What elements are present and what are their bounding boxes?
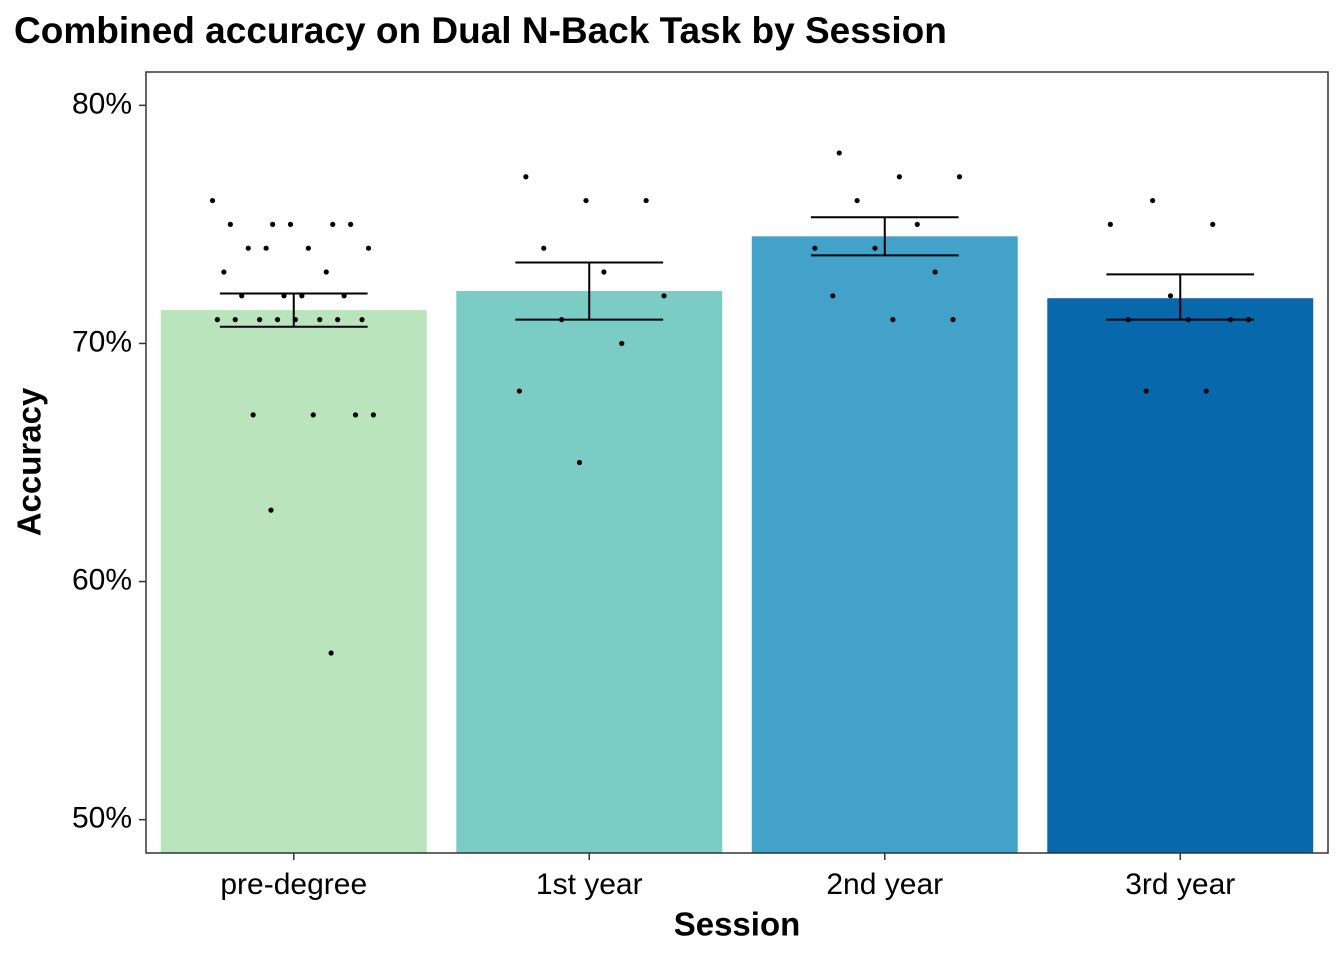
data-point: [348, 221, 354, 227]
data-point: [1150, 197, 1156, 204]
bar: [751, 236, 1018, 854]
data-point: [227, 221, 233, 227]
data-point: [956, 174, 963, 180]
data-point: [287, 221, 294, 227]
data-point: [359, 317, 365, 323]
data-point: [274, 317, 281, 323]
data-point: [896, 174, 902, 180]
data-point: [239, 293, 245, 299]
data-point: [1167, 293, 1174, 299]
y-tick-label: 50%: [72, 802, 132, 835]
data-point: [352, 412, 359, 418]
data-point: [335, 317, 341, 323]
data-point: [601, 269, 607, 275]
y-tick-label: 70%: [72, 325, 132, 358]
x-tick-label: 3rd year: [1125, 868, 1235, 901]
data-point: [270, 221, 276, 227]
data-point: [583, 197, 589, 204]
data-point: [914, 221, 920, 227]
data-point: [323, 269, 329, 275]
bar: [1047, 298, 1314, 854]
bar: [456, 291, 723, 853]
data-point: [328, 650, 334, 656]
data-point: [643, 197, 649, 204]
data-point: [950, 317, 956, 323]
data-point: [890, 317, 896, 323]
data-point: [830, 293, 836, 299]
data-point: [214, 317, 220, 323]
y-axis-label: Accuracy: [11, 387, 48, 536]
data-point: [576, 459, 583, 466]
data-point: [250, 412, 256, 418]
data-point: [812, 245, 818, 251]
data-point: [1143, 388, 1149, 394]
error-bar: [810, 216, 959, 257]
data-point: [523, 174, 529, 180]
data-point: [932, 269, 938, 275]
y-tick-label: 60%: [72, 563, 132, 596]
data-point: [341, 293, 347, 299]
data-point: [281, 293, 287, 299]
data-point: [661, 293, 667, 299]
data-point: [257, 317, 263, 323]
x-tick-label: 1st year: [536, 868, 643, 901]
data-point: [1107, 221, 1113, 227]
x-tick-label: pre-degree: [220, 868, 367, 901]
chart-title: Combined accuracy on Dual N-Back Task by…: [14, 10, 947, 51]
error-bar: [219, 292, 368, 328]
data-point: [268, 507, 274, 513]
y-tick-label: 80%: [72, 87, 132, 120]
data-point: [263, 245, 269, 251]
bar: [160, 310, 427, 853]
data-point: [317, 317, 323, 323]
data-point: [365, 245, 372, 251]
error-bar: [515, 261, 664, 321]
data-point: [209, 197, 216, 204]
plot-border: [145, 71, 1329, 854]
data-point: [232, 317, 238, 323]
error-bar: [1106, 273, 1255, 321]
x-axis-label: Session: [674, 906, 801, 943]
data-point: [516, 388, 522, 394]
data-point: [619, 340, 625, 347]
data-point: [305, 245, 311, 251]
data-point: [1210, 221, 1216, 227]
data-point: [299, 293, 305, 299]
data-point: [854, 197, 860, 204]
data-point: [221, 269, 227, 275]
x-tick-label: 2nd year: [826, 868, 943, 901]
data-point: [310, 412, 316, 418]
data-point: [330, 221, 336, 227]
data-point: [541, 245, 547, 251]
data-point: [1203, 388, 1209, 394]
data-point: [370, 412, 376, 418]
data-point: [836, 150, 842, 156]
data-point: [872, 245, 878, 251]
data-point: [245, 245, 251, 251]
